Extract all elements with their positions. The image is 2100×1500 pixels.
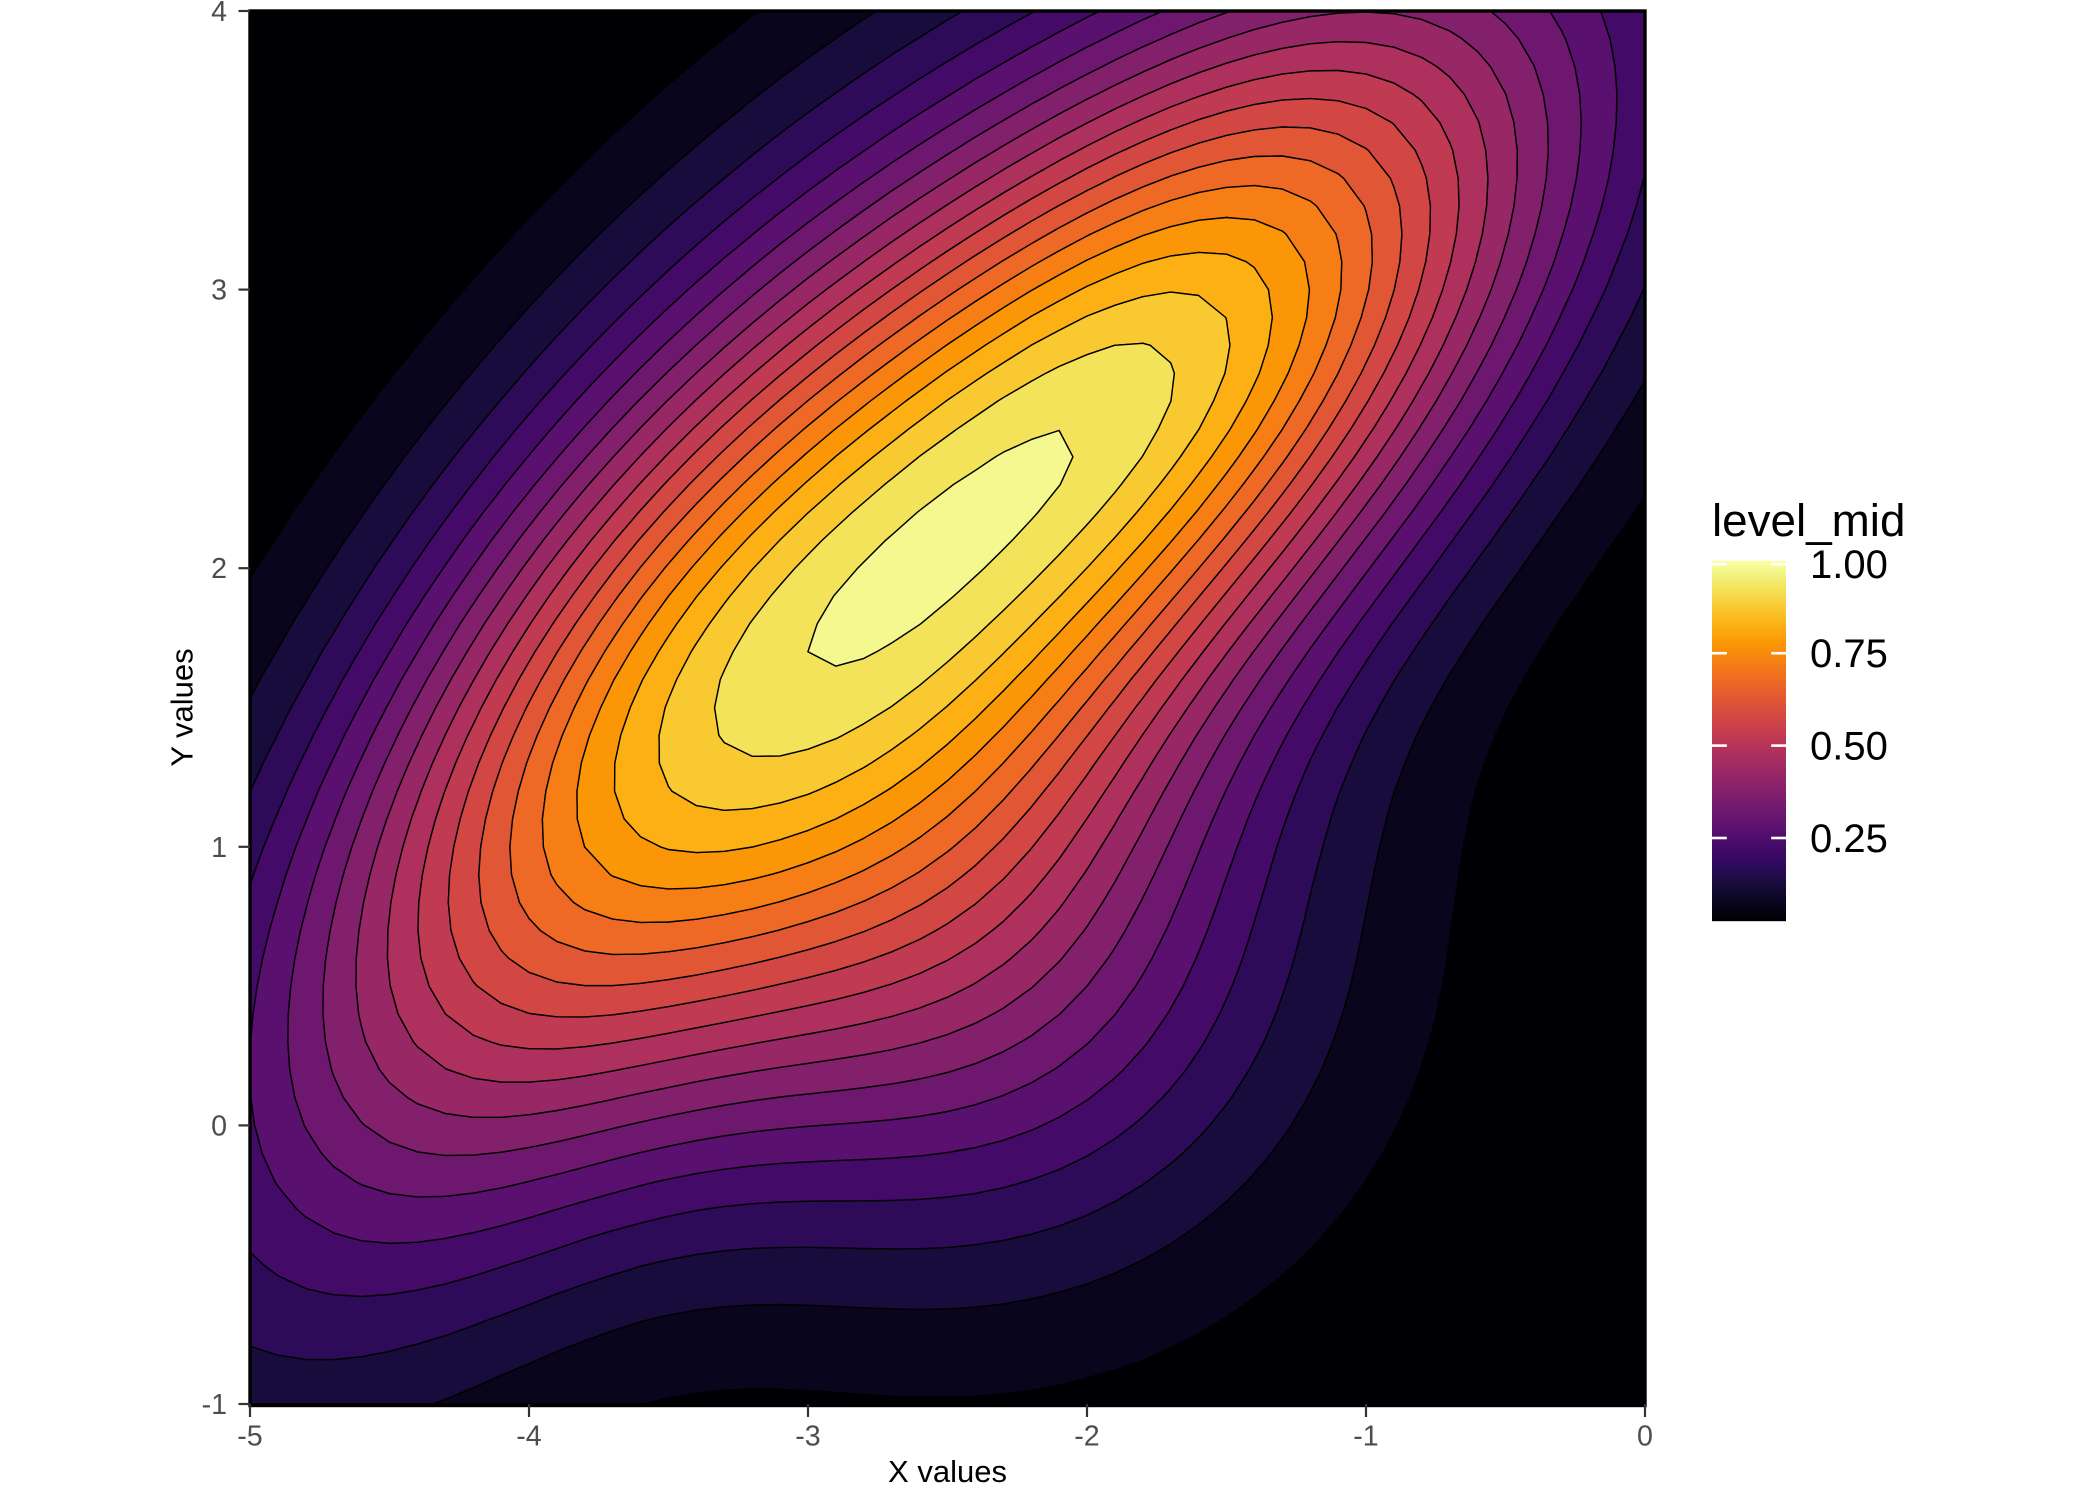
svg-text:2: 2 [211,553,227,585]
svg-text:-5: -5 [237,1421,262,1453]
svg-text:-2: -2 [1074,1421,1099,1453]
svg-text:-3: -3 [795,1421,820,1453]
svg-text:0.25: 0.25 [1810,817,1888,861]
svg-text:1: 1 [211,832,227,864]
svg-text:4: 4 [211,0,227,28]
svg-text:-1: -1 [202,1389,227,1421]
svg-text:0.75: 0.75 [1810,632,1888,676]
svg-text:0.50: 0.50 [1810,725,1888,769]
svg-text:Y values: Y values [165,648,200,766]
svg-text:3: 3 [211,275,227,307]
svg-text:level_mid: level_mid [1712,495,1905,546]
svg-text:0: 0 [211,1110,227,1142]
svg-text:-4: -4 [516,1421,542,1453]
svg-text:0: 0 [1637,1421,1653,1453]
svg-text:-1: -1 [1353,1421,1378,1453]
svg-text:1.00: 1.00 [1810,543,1888,587]
svg-text:X values: X values [888,1454,1007,1489]
